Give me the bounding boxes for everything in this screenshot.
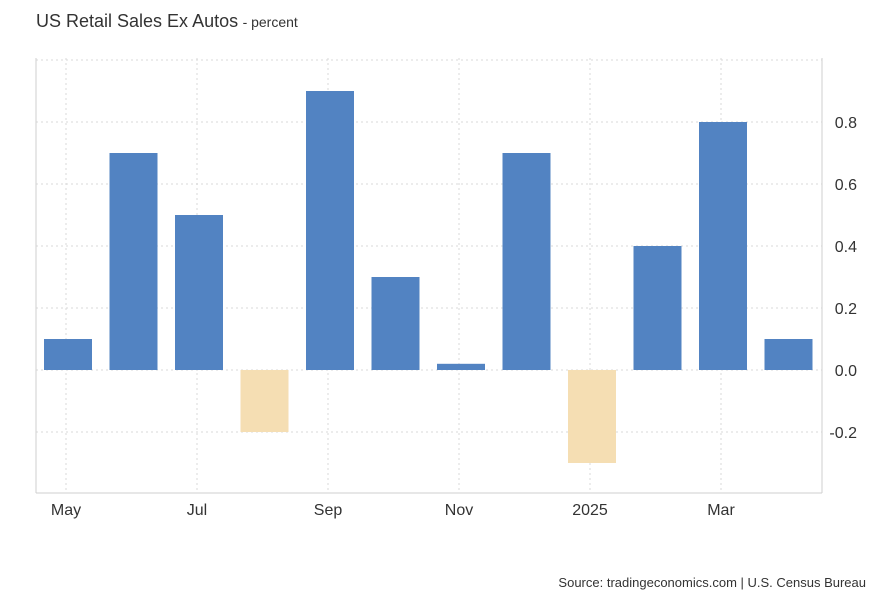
x-tick-label: 2025 [572,502,608,519]
bars-layer [44,91,813,463]
bar-nov [437,363,485,370]
bar-aug [240,370,289,432]
x-tick-label: Jul [187,502,207,519]
bar-jun [109,153,158,370]
y-tick-label: 0.4 [835,239,857,256]
x-tick-label: Sep [314,502,343,519]
labels-layer: 0.8 0.6 0.4 0.2 0.0 -0.2 May Jul Sep Nov 2025 Mar [51,115,857,519]
bar-sep [306,91,354,370]
chart-title: US Retail Sales Ex Autos [36,11,239,31]
y-tick-label: 0.6 [835,177,857,194]
grid-layer [36,58,822,493]
axis-layer [35,58,823,494]
source-note: Source: tradingeconomics.com | U.S. Cens… [558,575,866,590]
bar-mar [699,122,747,370]
bar-may [44,339,92,370]
y-tick-label: 0.2 [835,301,857,318]
y-tick-label: -0.2 [829,425,857,442]
bar-apr [764,339,813,370]
x-tick-label: May [51,502,81,519]
bar-2025 [568,370,616,463]
bar-jul [175,215,223,370]
bar-oct [371,277,420,370]
x-tick-label: Mar [707,502,735,519]
bar-dec [502,153,551,370]
x-tick-label: Nov [445,502,473,519]
y-tick-label: 0.0 [835,363,857,380]
bar-feb [633,246,682,370]
y-tick-label: 0.8 [835,115,857,132]
chart-title-block: US Retail Sales Ex Autos - percent [36,11,298,32]
chart-subtitle: - percent [242,14,298,30]
